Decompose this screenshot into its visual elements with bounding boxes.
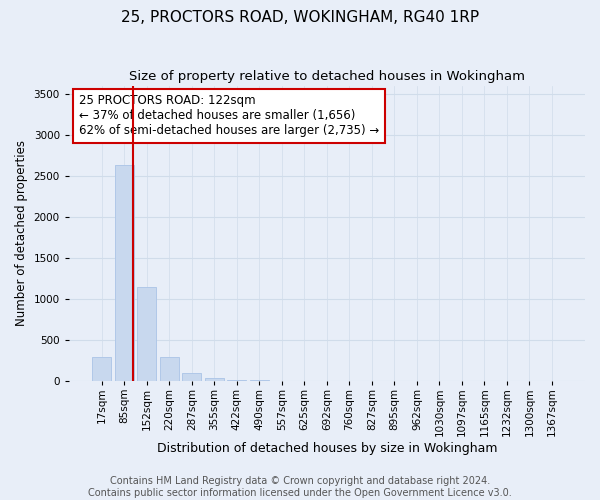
Bar (227, 380, 247, 381)
Text: 25 PROCTORS ROAD: 122sqm
← 37% of detached houses are smaller (1,656)
62% of sem: 25 PROCTORS ROAD: 122sqm ← 37% of detach… (79, 94, 379, 138)
Title: Size of property relative to detached houses in Wokingham: Size of property relative to detached ho… (129, 70, 525, 83)
Bar (115, 165, 134, 381)
Bar (160, 357, 179, 381)
Text: Contains HM Land Registry data © Crown copyright and database right 2024.
Contai: Contains HM Land Registry data © Crown c… (88, 476, 512, 498)
Bar (137, 288, 157, 381)
Bar (182, 372, 202, 381)
Bar (92, 357, 112, 381)
X-axis label: Distribution of detached houses by size in Wokingham: Distribution of detached houses by size … (157, 442, 497, 455)
Bar (205, 378, 224, 381)
Y-axis label: Number of detached properties: Number of detached properties (15, 140, 28, 326)
Text: 25, PROCTORS ROAD, WOKINGHAM, RG40 1RP: 25, PROCTORS ROAD, WOKINGHAM, RG40 1RP (121, 10, 479, 25)
